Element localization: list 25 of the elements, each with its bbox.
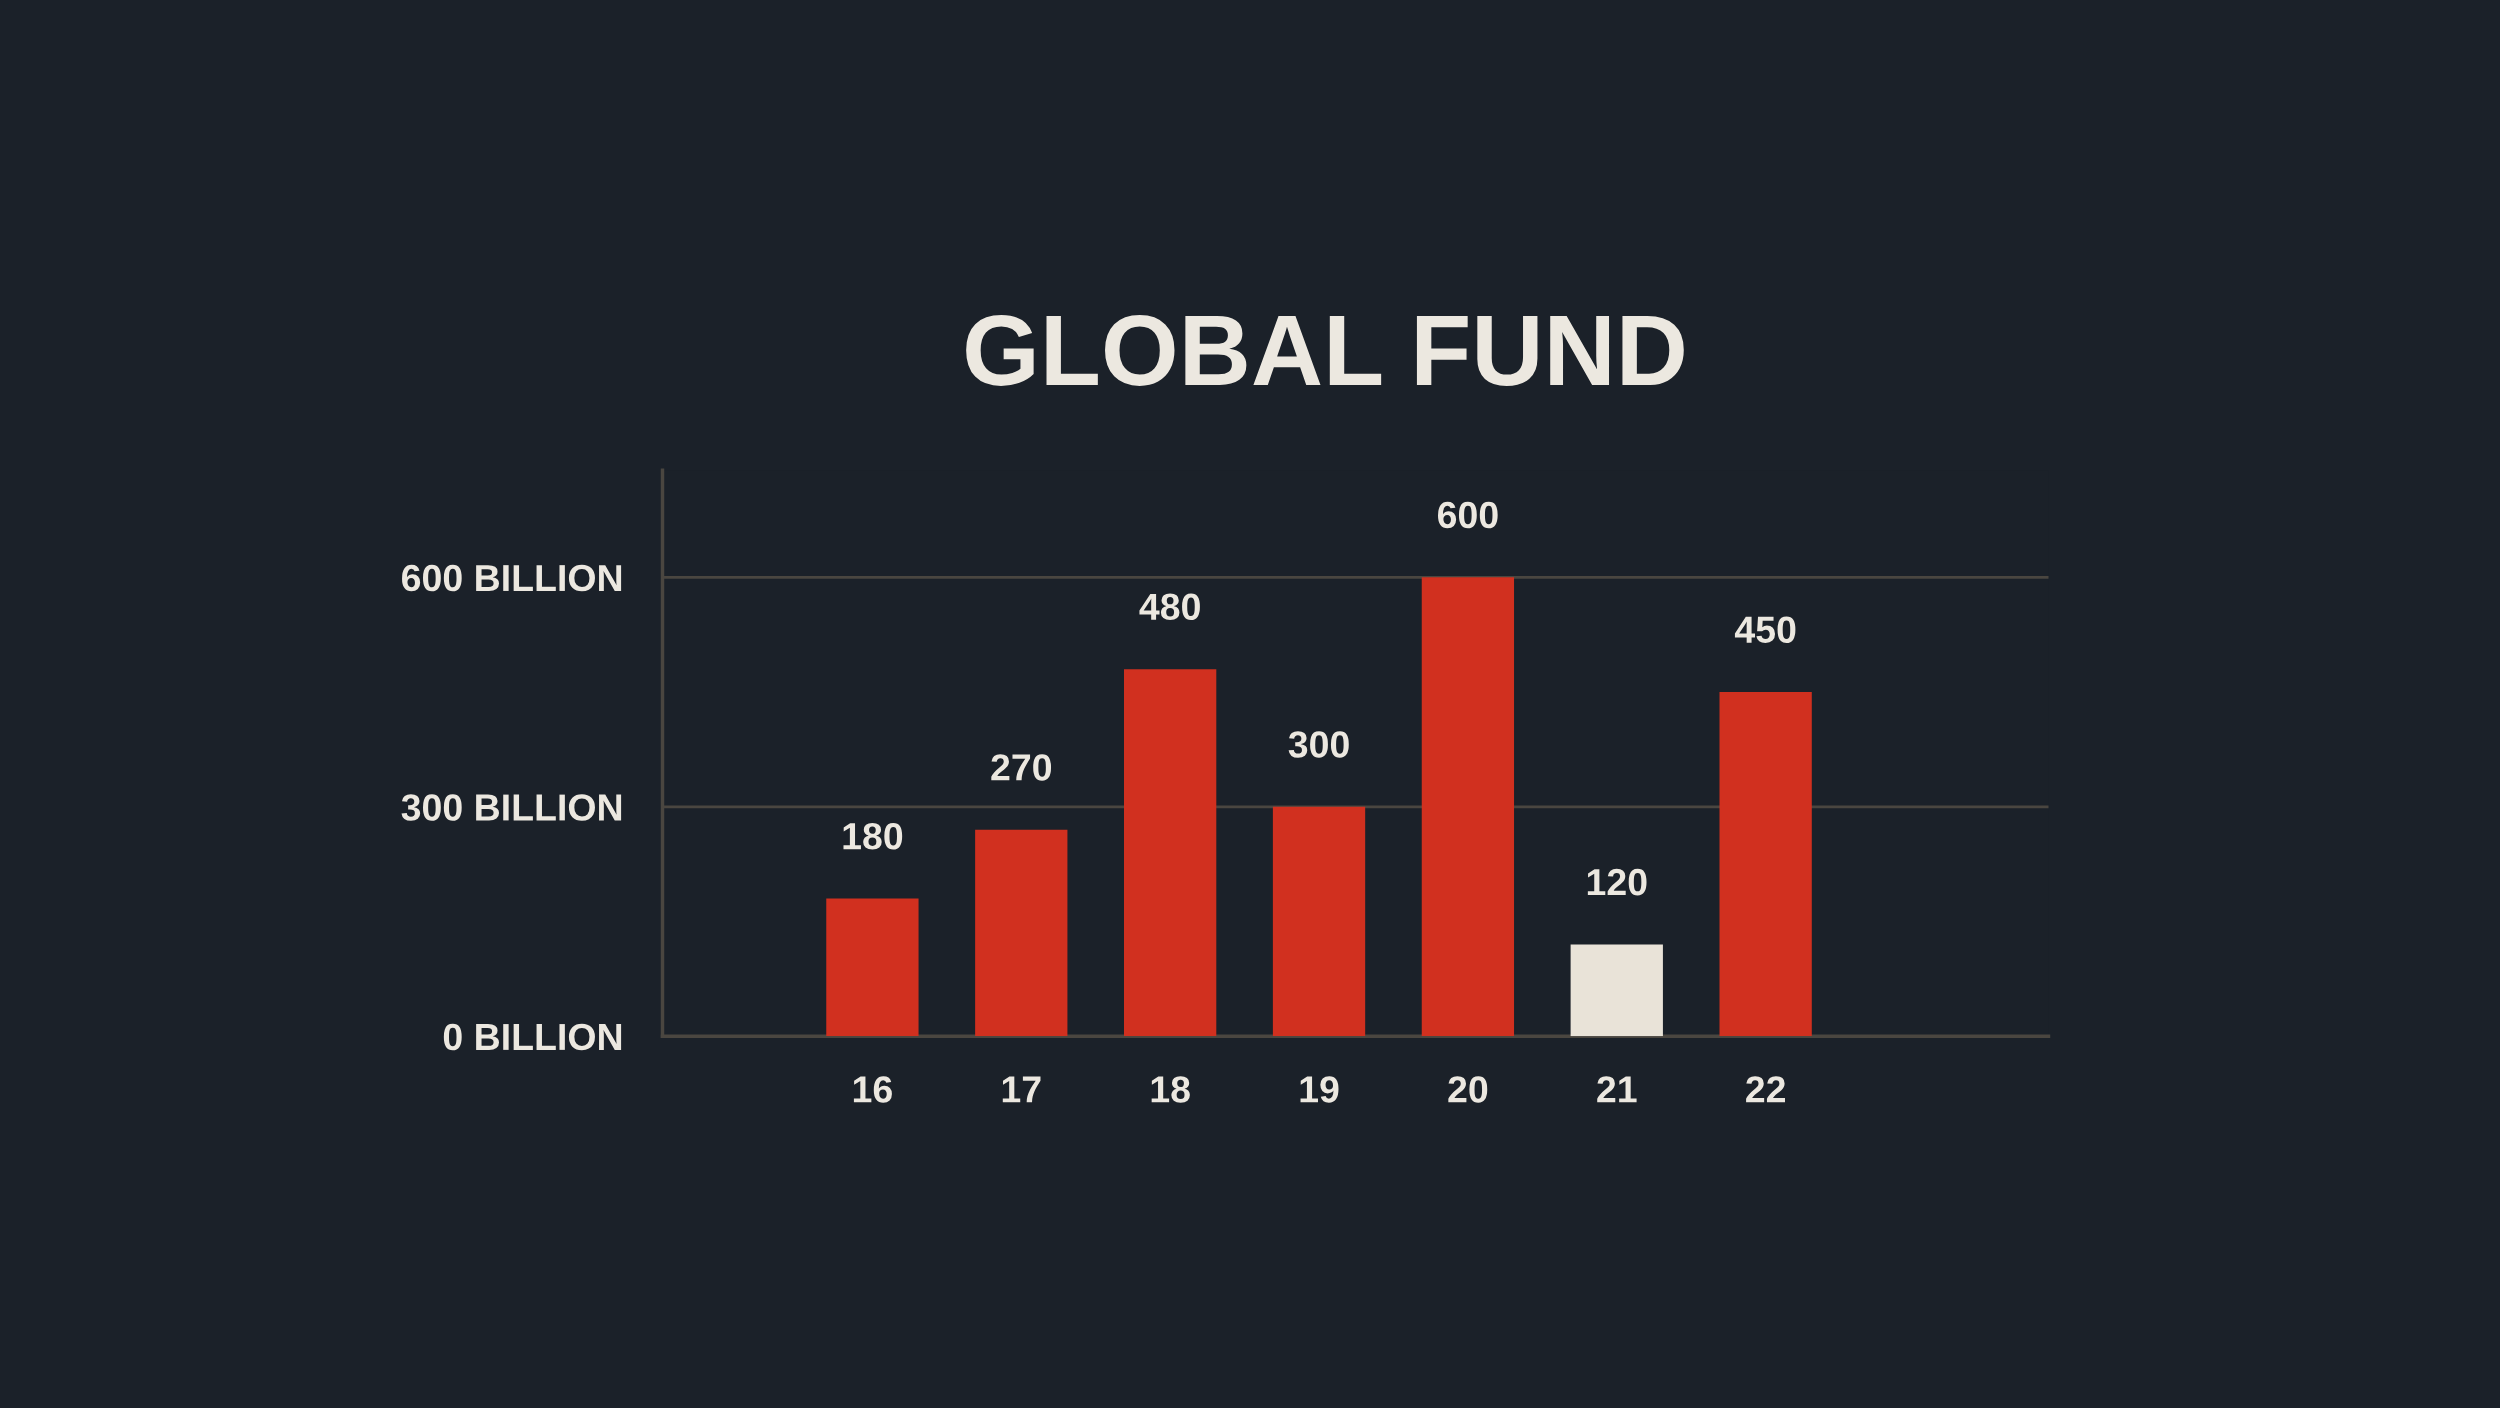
x-tick-label: 19 bbox=[1300, 1076, 1339, 1103]
data-label: 600 bbox=[1437, 501, 1498, 529]
bar bbox=[1719, 692, 1812, 1037]
x-tick-label: 20 bbox=[1448, 1076, 1488, 1103]
x-tick-label: 16 bbox=[853, 1076, 892, 1103]
data-label: 450 bbox=[1734, 616, 1796, 644]
y-tick-label: 600 BILLION bbox=[402, 564, 622, 592]
bar bbox=[1421, 577, 1515, 1037]
data-label: 120 bbox=[1587, 868, 1647, 896]
data-label: 300 bbox=[1288, 731, 1349, 758]
data-label: 180 bbox=[843, 822, 903, 850]
y-tick-label: 300 BILLION bbox=[401, 794, 622, 821]
data-label: 480 bbox=[1139, 593, 1200, 621]
x-tick-label: 17 bbox=[1002, 1076, 1041, 1103]
bar bbox=[1272, 806, 1366, 1037]
bar bbox=[1124, 669, 1217, 1037]
x-tick-label: 18 bbox=[1151, 1076, 1190, 1103]
y-tick-label: 0 BILLION bbox=[443, 1023, 622, 1051]
bar bbox=[975, 829, 1068, 1037]
x-tick-label: 22 bbox=[1746, 1076, 1785, 1103]
chart-title: GLOBAL FUND bbox=[966, 315, 1684, 386]
bar bbox=[1570, 944, 1663, 1037]
data-label: 270 bbox=[991, 754, 1052, 781]
x-tick-label: 21 bbox=[1597, 1076, 1637, 1103]
bar bbox=[826, 898, 919, 1037]
